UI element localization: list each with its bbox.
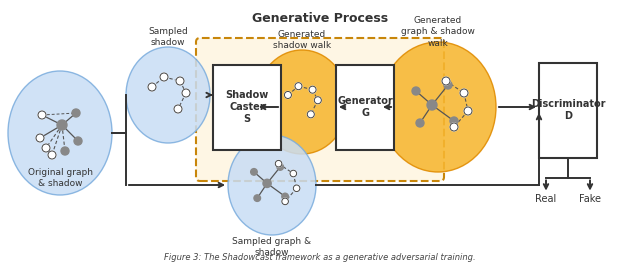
Circle shape bbox=[74, 137, 82, 145]
Circle shape bbox=[254, 195, 260, 201]
Text: Shadow
Caster
S: Shadow Caster S bbox=[225, 90, 269, 124]
Circle shape bbox=[282, 193, 289, 200]
Circle shape bbox=[282, 198, 289, 205]
Text: Figure 3: The Shadowcast framework as a generative adversarial training.: Figure 3: The Shadowcast framework as a … bbox=[164, 253, 476, 263]
Ellipse shape bbox=[228, 135, 316, 235]
Circle shape bbox=[295, 83, 302, 90]
Circle shape bbox=[314, 97, 321, 104]
Circle shape bbox=[412, 87, 420, 95]
Circle shape bbox=[293, 185, 300, 192]
Circle shape bbox=[174, 105, 182, 113]
Bar bbox=[539, 63, 597, 157]
Circle shape bbox=[263, 179, 271, 188]
Ellipse shape bbox=[380, 42, 496, 172]
Text: Discriminator
D: Discriminator D bbox=[531, 99, 605, 121]
Circle shape bbox=[176, 77, 184, 85]
Text: Sampled graph &
shadow: Sampled graph & shadow bbox=[232, 237, 312, 257]
Circle shape bbox=[464, 107, 472, 115]
Circle shape bbox=[36, 134, 44, 142]
Circle shape bbox=[307, 111, 314, 118]
Ellipse shape bbox=[126, 47, 210, 143]
Circle shape bbox=[72, 109, 80, 117]
Text: Fake: Fake bbox=[579, 194, 601, 205]
Text: Generator
G: Generator G bbox=[337, 96, 393, 118]
Circle shape bbox=[427, 100, 437, 110]
Bar bbox=[213, 64, 281, 149]
Circle shape bbox=[148, 83, 156, 91]
Ellipse shape bbox=[256, 50, 348, 154]
Circle shape bbox=[182, 89, 190, 97]
Circle shape bbox=[48, 151, 56, 159]
Circle shape bbox=[290, 170, 296, 177]
Circle shape bbox=[160, 73, 168, 81]
Circle shape bbox=[275, 160, 282, 167]
Circle shape bbox=[416, 119, 424, 127]
Circle shape bbox=[57, 120, 67, 130]
Circle shape bbox=[38, 111, 46, 119]
Circle shape bbox=[61, 147, 69, 155]
Circle shape bbox=[442, 77, 450, 85]
Circle shape bbox=[450, 117, 458, 125]
Circle shape bbox=[309, 86, 316, 93]
Circle shape bbox=[460, 89, 468, 97]
Text: Generated
shadow walk: Generated shadow walk bbox=[273, 30, 331, 50]
Text: Sampled
shadow: Sampled shadow bbox=[148, 27, 188, 47]
FancyBboxPatch shape bbox=[196, 38, 444, 181]
Circle shape bbox=[42, 144, 50, 152]
Circle shape bbox=[284, 92, 291, 98]
Ellipse shape bbox=[8, 71, 112, 195]
Circle shape bbox=[444, 81, 452, 89]
Text: Generative Process: Generative Process bbox=[252, 11, 388, 24]
Circle shape bbox=[277, 164, 284, 170]
Text: Generated
graph & shadow
walk: Generated graph & shadow walk bbox=[401, 16, 475, 48]
Bar bbox=[336, 64, 394, 149]
Circle shape bbox=[450, 123, 458, 131]
Text: Real: Real bbox=[536, 194, 557, 205]
Circle shape bbox=[251, 169, 257, 175]
Text: Original graph
& shadow: Original graph & shadow bbox=[28, 168, 93, 188]
